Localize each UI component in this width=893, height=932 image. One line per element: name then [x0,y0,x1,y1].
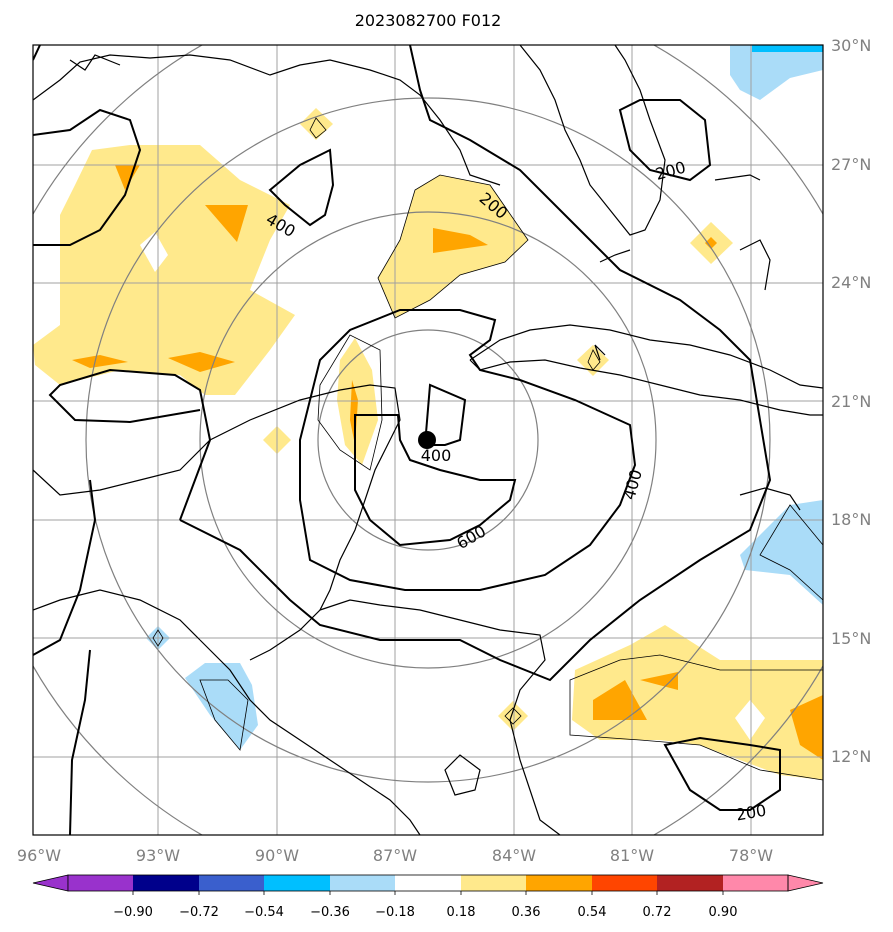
positive-anomaly-region [577,345,609,376]
colorbar-tick-label: 0.90 [709,905,738,920]
coastlines [33,45,823,835]
strong-positive-region [205,205,248,242]
thin-contours [152,117,823,781]
colorbar-ticks [132,891,724,895]
positive-anomaly-region [498,701,528,731]
colorbar-bin [264,875,330,891]
colorbar-tick-label: 0.72 [643,905,672,920]
map-panel: 200 400 200 400 400 600 200 [32,44,824,836]
colorbar-tick-label: 0.18 [447,905,476,920]
strong-positive-region [72,355,128,368]
colorbar-extend-min [32,874,69,892]
height-contours [33,45,781,835]
positive-anomaly-region [735,700,765,740]
lon-label: 78°W [729,846,773,865]
range-rings [33,45,823,835]
colorbar-tick-label: 0.54 [578,905,607,920]
colorbar-bin [68,875,133,891]
colorbar-bin [592,875,657,891]
lon-label: 84°W [492,846,536,865]
colorbar-bin [461,875,526,891]
colorbar-bin [133,875,199,891]
lon-label: 90°W [255,846,299,865]
colorbar-tick-label: 0.36 [512,905,541,920]
colorbar-tick-label: −0.18 [375,905,415,920]
figure-title: 2023082700 F012 [355,11,502,30]
strong-positive-region [640,672,678,690]
strong-positive-region [705,237,717,249]
colorbar-bin [395,875,461,891]
colorbar-tick-label: −0.54 [244,905,284,920]
strong-positive-region [593,680,647,720]
colorbar-bin [723,875,788,891]
colorbar-tick-label: −0.72 [179,905,219,920]
lat-label: 21°N [831,392,871,411]
lon-label: 96°W [17,846,61,865]
lat-label: 12°N [831,747,871,766]
colorbar-bin [657,875,723,891]
lat-label: 30°N [831,36,871,55]
storm-center-marker [418,431,436,449]
negative-anomaly-region [740,500,823,605]
lat-label: 15°N [831,629,871,648]
colorbar-bin [199,875,264,891]
lon-label: 81°W [610,846,654,865]
latitude-labels: 30°N 27°N 24°N 21°N 18°N 15°N 12°N [831,36,871,766]
positive-anomaly-region [300,108,333,140]
longitude-labels: 96°W 93°W 90°W 87°W 84°W 81°W 78°W [17,846,773,865]
lat-label: 18°N [831,510,871,529]
colorbar-outline [67,874,789,892]
colorbar-extend-max [787,874,824,892]
colorbar-bin [526,875,592,891]
contour-label: 400 [421,446,452,465]
lat-label: 24°N [831,273,871,292]
map-frame [32,44,824,836]
positive-anomaly-region [572,625,823,780]
strong-positive-region [790,695,823,760]
strong-positive-region [168,352,235,372]
lon-label: 93°W [136,846,180,865]
strong-positive-region [433,228,488,253]
lon-label: 87°W [373,846,417,865]
lat-label: 27°N [831,155,871,174]
colorbar: −0.90 −0.72 −0.54 −0.36 −0.18 0.18 0.36 … [32,874,824,920]
strong-negative-region [752,45,823,52]
colorbar-tick-label: −0.36 [310,905,350,920]
negative-anomaly-region [730,45,823,100]
colorbar-tick-label: −0.90 [113,905,153,920]
colorbar-bin [330,875,395,891]
positive-anomaly-region [140,232,168,272]
anomaly-fills [33,45,823,780]
